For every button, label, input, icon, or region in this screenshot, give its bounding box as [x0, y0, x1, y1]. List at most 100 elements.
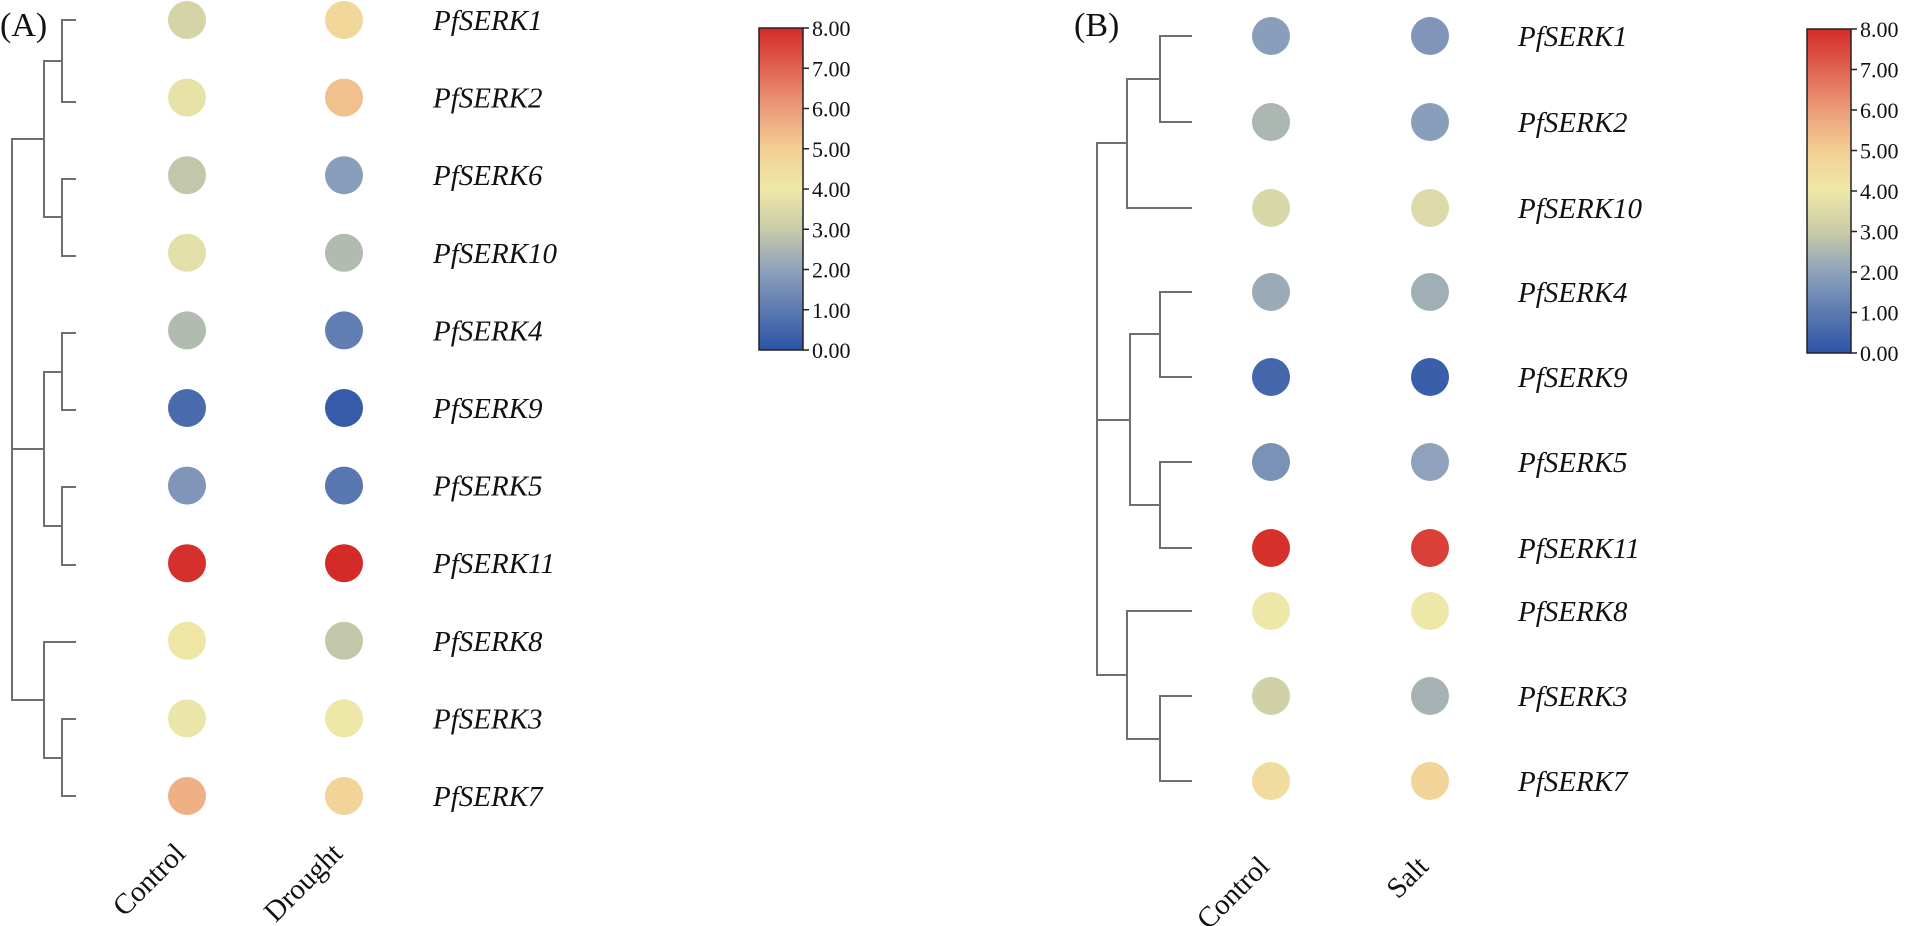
panel-a-dendrogram [11, 19, 76, 797]
heat-dot-pfserk2-drought [325, 78, 363, 117]
colorbar-tick-label: 0.00 [1860, 341, 1899, 366]
heat-dot-pfserk3-drought [325, 699, 363, 738]
heat-dot-pfserk2-salt [1411, 103, 1449, 141]
colorbar-tick-label: 6.00 [812, 97, 851, 122]
heat-dot-pfserk3-control [1252, 677, 1290, 715]
heat-dot-pfserk8-salt [1411, 592, 1449, 630]
heat-dot-pfserk5-control [168, 466, 206, 505]
gene-label: PfSERK9 [432, 393, 543, 425]
heat-dot-pfserk10-control [1252, 189, 1290, 227]
heat-dot-pfserk9-drought [325, 389, 363, 427]
colorbar-gradient [759, 28, 803, 350]
heat-dot-pfserk9-salt [1411, 358, 1449, 396]
gene-label: PfSERK10 [432, 238, 558, 270]
colorbar-tick-label: 0.00 [812, 338, 851, 363]
gene-label: PfSERK7 [1517, 766, 1629, 798]
heat-dot-pfserk11-control [168, 544, 206, 583]
column-label-control: Control [107, 837, 192, 922]
colorbar-tick-label: 3.00 [1860, 220, 1899, 245]
heat-dot-pfserk6-control [168, 156, 206, 195]
heat-dot-pfserk11-control [1252, 529, 1290, 567]
heat-dot-pfserk5-salt [1411, 443, 1449, 481]
colorbar-tick-label: 7.00 [1860, 58, 1899, 83]
heat-dot-pfserk1-control [1252, 17, 1290, 55]
gene-label: PfSERK1 [1517, 21, 1628, 53]
colorbar-tick-label: 7.00 [812, 56, 851, 81]
colorbar-tick-label: 2.00 [812, 258, 851, 283]
panel-b-column-labels: Control Salt [1191, 850, 1435, 926]
gene-label: PfSERK8 [432, 626, 543, 658]
heat-dot-pfserk10-salt [1411, 189, 1449, 227]
gene-label: PfSERK2 [432, 83, 543, 115]
panel-a-dots [168, 1, 363, 815]
heat-dot-pfserk8-control [1252, 592, 1290, 630]
colorbar-tick-label: 2.00 [1860, 260, 1899, 285]
colorbar-tick-label: 4.00 [812, 177, 851, 202]
heat-dot-pfserk4-control [168, 311, 206, 350]
gene-label: PfSERK7 [432, 781, 544, 813]
colorbar-tick-label: 4.00 [1860, 179, 1899, 204]
heat-dot-pfserk1-drought [325, 1, 363, 39]
heat-dot-pfserk6-drought [325, 156, 363, 195]
heat-dot-pfserk10-control [168, 233, 206, 272]
heat-dot-pfserk8-control [168, 621, 206, 660]
panel-a: (A) PfSERK1 PfSERK2 PfSERK6 PfSERK10 PfSERK4… [0, 1, 851, 926]
heat-dot-pfserk2-control [1252, 103, 1290, 141]
panel-a-label: (A) [0, 7, 47, 44]
colorbar-gradient [1807, 29, 1851, 353]
panel-b-gene-labels: PfSERK1 PfSERK2 PfSERK10 PfSERK4 PfSERK9 PfSE… [1517, 21, 1643, 798]
column-label-control: Control [1191, 850, 1276, 926]
gene-label: PfSERK5 [1517, 447, 1628, 479]
heat-dot-pfserk7-salt [1411, 762, 1449, 800]
heat-dot-pfserk3-salt [1411, 677, 1449, 715]
colorbar-tick-label: 5.00 [1860, 139, 1899, 164]
gene-label: PfSERK11 [1517, 533, 1640, 565]
heat-dot-pfserk5-drought [325, 466, 363, 505]
panel-b-dendrogram [1096, 35, 1192, 782]
heat-dot-pfserk11-salt [1411, 529, 1449, 567]
heat-dot-pfserk1-control [168, 1, 206, 39]
heat-dot-pfserk8-drought [325, 621, 363, 660]
panel-a-gene-labels: PfSERK1 PfSERK2 PfSERK6 PfSERK10 PfSERK4 PfSE… [432, 5, 558, 813]
gene-label: PfSERK6 [432, 160, 543, 192]
heat-dot-pfserk1-salt [1411, 17, 1449, 55]
heat-dot-pfserk11-drought [325, 544, 363, 583]
colorbar-tick-label: 5.00 [812, 137, 851, 162]
gene-label: PfSERK9 [1517, 362, 1628, 394]
gene-label: PfSERK5 [432, 471, 543, 503]
heat-dot-pfserk4-drought [325, 311, 363, 350]
column-label-salt: Salt [1380, 850, 1435, 905]
heat-dot-pfserk7-control [1252, 762, 1290, 800]
heat-dot-pfserk9-control [1252, 358, 1290, 396]
panel-a-colorbar: 0.00 1.00 2.00 3.00 4.00 5.00 6.00 7.00 8.00 [758, 16, 851, 363]
panel-b-dots [1252, 17, 1449, 800]
panel-a-column-labels: Control Drought [107, 837, 349, 926]
gene-label: PfSERK1 [432, 5, 543, 37]
heat-dot-pfserk7-drought [325, 777, 363, 815]
colorbar-tick-label: 1.00 [1860, 301, 1899, 326]
colorbar-tick-label: 1.00 [812, 298, 851, 323]
heat-dot-pfserk7-control [168, 777, 206, 815]
column-label-drought: Drought [258, 837, 349, 926]
panel-b: (B) PfSERK1 PfSERK2 PfSERK10 PfSERK4 PfSERK9… [1074, 7, 1899, 926]
gene-label: PfSERK11 [432, 548, 555, 580]
colorbar-tick-label: 8.00 [812, 16, 851, 41]
panel-b-colorbar: 0.00 1.00 2.00 3.00 4.00 5.00 6.00 7.00 8.00 [1806, 17, 1899, 366]
heat-dot-pfserk3-control [168, 699, 206, 738]
gene-label: PfSERK4 [1517, 277, 1628, 309]
gene-label: PfSERK2 [1517, 107, 1628, 139]
heat-dot-pfserk5-control [1252, 443, 1290, 481]
heat-dot-pfserk4-salt [1411, 273, 1449, 311]
heat-dot-pfserk2-control [168, 78, 206, 117]
colorbar-tick-label: 8.00 [1860, 17, 1899, 42]
gene-label: PfSERK4 [432, 315, 543, 347]
colorbar-tick-label: 3.00 [812, 217, 851, 242]
panel-b-label: (B) [1074, 7, 1119, 44]
gene-label: PfSERK10 [1517, 193, 1643, 225]
gene-label: PfSERK3 [1517, 681, 1628, 713]
heat-dot-pfserk9-control [168, 389, 206, 427]
gene-label: PfSERK8 [1517, 596, 1628, 628]
heat-dot-pfserk4-control [1252, 273, 1290, 311]
colorbar-tick-label: 6.00 [1860, 98, 1899, 123]
